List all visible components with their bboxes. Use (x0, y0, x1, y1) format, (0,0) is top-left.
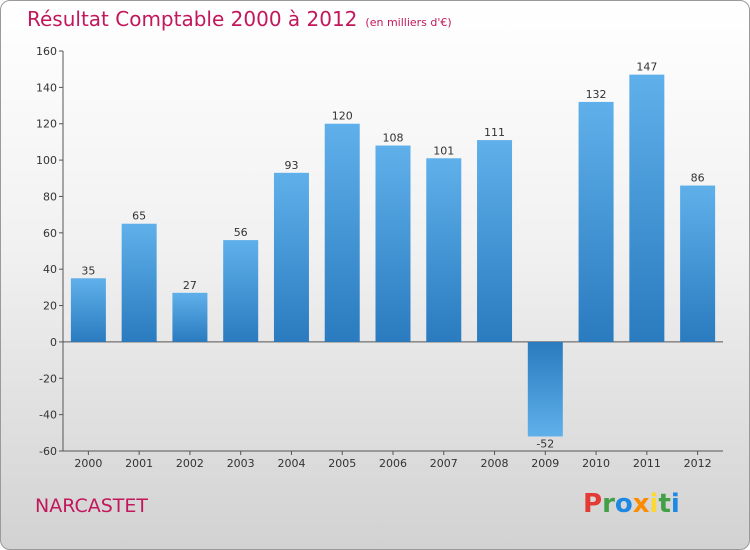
x-tick-label-2003: 2003 (227, 457, 255, 470)
x-tick-label-2009: 2009 (531, 457, 559, 470)
data-label-2008: 111 (484, 126, 505, 139)
bar-2006 (375, 145, 411, 342)
y-tick-label: 100 (36, 154, 57, 167)
data-label-2002: 27 (183, 279, 197, 292)
logo-letter: i (649, 489, 659, 519)
logo-letter: r (602, 489, 615, 519)
y-tick-label: -40 (39, 409, 57, 422)
data-label-2012: 86 (691, 172, 705, 185)
y-tick-label: 120 (36, 118, 57, 131)
x-tick-label-2005: 2005 (328, 457, 356, 470)
x-tick-label-2012: 2012 (684, 457, 712, 470)
commune-name: NARCASTET (35, 495, 149, 517)
bar-2008 (477, 140, 513, 342)
x-tick-label-2000: 2000 (74, 457, 102, 470)
data-label-2007: 101 (433, 144, 454, 157)
bar-2004 (273, 172, 309, 342)
bar-2005 (324, 123, 360, 342)
y-tick-label: 0 (50, 336, 57, 349)
y-tick-label: 140 (36, 81, 57, 94)
data-label-2005: 120 (332, 110, 353, 123)
logo-letter: x (632, 489, 650, 519)
bar-2010 (578, 101, 614, 342)
data-label-2009: -52 (536, 437, 554, 450)
y-tick-label: 20 (43, 300, 57, 313)
data-label-2001: 65 (132, 210, 146, 223)
bar-2002 (172, 292, 208, 342)
proxiti-logo: Proxiti (583, 489, 680, 519)
data-label-2000: 35 (81, 264, 95, 277)
data-label-2004: 93 (284, 159, 298, 172)
chart-title: Résultat Comptable 2000 à 2012 (en millie… (27, 7, 452, 31)
x-tick-label-2007: 2007 (430, 457, 458, 470)
y-tick-label: -20 (39, 372, 57, 385)
bar-2003 (223, 240, 259, 342)
chart-subtitle: (en milliers d'€) (365, 16, 452, 29)
data-label-2003: 56 (234, 226, 248, 239)
x-tick-label-2006: 2006 (379, 457, 407, 470)
bar-2001 (121, 223, 157, 342)
x-tick-label-2001: 2001 (125, 457, 153, 470)
logo-letter: P (583, 489, 603, 519)
chart-title-text: Résultat Comptable 2000 à 2012 (27, 7, 358, 31)
x-tick-label-2004: 2004 (277, 457, 305, 470)
bar-2009 (527, 341, 563, 437)
bar-2012 (680, 185, 716, 342)
bar-2007 (426, 158, 462, 342)
x-tick-label-2011: 2011 (633, 457, 661, 470)
x-tick-label-2008: 2008 (481, 457, 509, 470)
logo-letter: t (658, 489, 671, 519)
data-label-2006: 108 (383, 132, 404, 145)
logo-letter: o (614, 489, 633, 519)
y-tick-label: 80 (43, 190, 57, 203)
x-tick-label-2010: 2010 (582, 457, 610, 470)
data-label-2011: 147 (636, 61, 657, 74)
x-tick-label-2002: 2002 (176, 457, 204, 470)
y-tick-label: 160 (36, 45, 57, 58)
bar-2011 (629, 74, 665, 342)
bar-2000 (70, 278, 106, 342)
y-tick-label: -60 (39, 445, 57, 458)
data-label-2010: 132 (586, 88, 607, 101)
y-tick-label: 40 (43, 263, 57, 276)
logo-letter: i (670, 489, 680, 519)
y-tick-label: 60 (43, 227, 57, 240)
